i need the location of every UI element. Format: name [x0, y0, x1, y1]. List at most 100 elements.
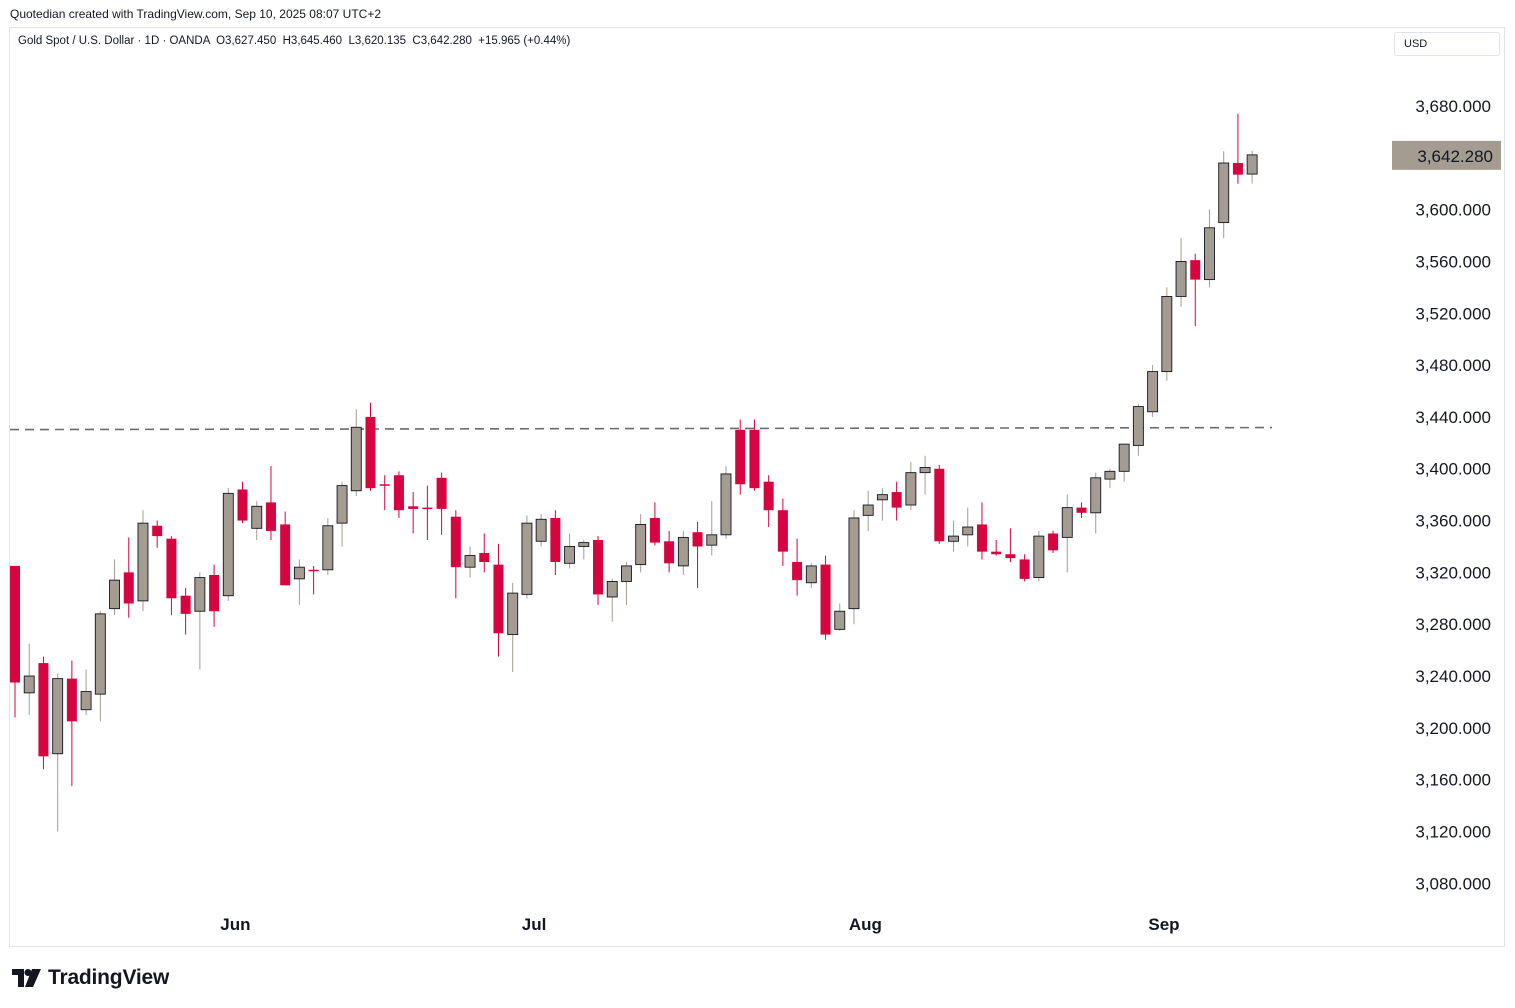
candle-body — [493, 564, 504, 634]
candle — [1204, 209, 1215, 288]
price-tick-label: 3,560.000 — [1415, 252, 1491, 271]
price-tick-label: 3,480.000 — [1415, 356, 1491, 375]
candle — [692, 521, 703, 588]
candle — [735, 419, 746, 495]
candle — [209, 564, 220, 627]
candle-body — [265, 502, 276, 531]
candle — [1246, 150, 1258, 184]
candle-body — [308, 569, 319, 572]
price-tick-label: 3,160.000 — [1415, 771, 1491, 790]
candle-body — [749, 429, 760, 489]
candle-body — [1076, 507, 1087, 513]
candle — [521, 515, 533, 599]
candle-body — [976, 524, 987, 552]
candle — [464, 546, 476, 578]
candle — [137, 510, 149, 612]
candle — [123, 537, 134, 618]
candle — [94, 611, 106, 722]
candle — [706, 501, 718, 556]
candle — [280, 511, 291, 586]
price-tick-label: 3,200.000 — [1415, 719, 1491, 738]
candle — [436, 472, 447, 535]
price-tick-label: 3,240.000 — [1415, 667, 1491, 686]
time-axis[interactable]: Jun Jul Aug Sep — [220, 915, 1179, 934]
candle — [52, 673, 64, 832]
tradingview-logo[interactable]: TradingView — [12, 965, 169, 991]
candle-body — [1090, 477, 1102, 514]
candle — [1061, 494, 1073, 573]
candle — [379, 475, 390, 511]
chart-frame — [9, 27, 1505, 947]
candle-body — [222, 492, 234, 597]
candle-body — [450, 516, 461, 568]
candle — [720, 466, 732, 539]
candle-body — [94, 613, 106, 695]
candle-body — [891, 492, 902, 508]
candle-body — [1118, 443, 1130, 472]
resistance-dashed-line — [9, 426, 1273, 431]
candle — [180, 587, 191, 635]
candle — [66, 660, 77, 787]
last-price-marker: 3,642.280 — [1392, 140, 1501, 170]
candle — [38, 656, 49, 770]
candle — [80, 669, 92, 715]
candle-body — [1204, 227, 1215, 281]
candle-body — [1061, 507, 1073, 538]
candle-body — [38, 663, 49, 757]
candle-body — [606, 580, 618, 598]
candle — [393, 471, 404, 518]
candle-body — [521, 522, 533, 595]
candle — [1104, 468, 1116, 489]
candle — [621, 562, 632, 605]
candle — [1048, 530, 1059, 553]
candle — [876, 488, 888, 521]
candle-body — [436, 477, 447, 509]
candle — [1190, 253, 1201, 327]
logo-text: TradingView — [48, 966, 170, 989]
candle-body — [10, 565, 20, 683]
candle-body — [1048, 533, 1059, 551]
symbol-legend[interactable]: Gold Spot / U.S. Dollar · 1D · OANDA O3,… — [18, 35, 571, 47]
candle-body — [1218, 162, 1230, 224]
candle-body — [692, 532, 703, 547]
candle — [1118, 443, 1130, 482]
candle-body — [535, 518, 547, 542]
candle — [1161, 287, 1173, 381]
candle-body — [379, 484, 390, 486]
price-tick-label: 3,520.000 — [1415, 304, 1491, 323]
candle-body — [677, 536, 689, 567]
candle-body — [180, 595, 191, 614]
price-tick-label: 3,120.000 — [1415, 822, 1491, 841]
candle-body — [564, 546, 576, 564]
tradingview-logo-icon — [12, 969, 41, 987]
candle-body — [862, 504, 874, 516]
candle — [479, 533, 490, 573]
candle — [365, 402, 376, 491]
month-label: Sep — [1148, 915, 1179, 934]
candlestick-series — [10, 113, 1258, 832]
currency-selector[interactable]: USD — [1394, 32, 1500, 56]
candle — [237, 481, 248, 524]
candle — [422, 485, 433, 540]
price-axis[interactable]: 3,080.000 3,120.000 3,160.000 3,200.000 3,24… — [1415, 97, 1491, 893]
candle — [308, 565, 319, 595]
candle — [820, 555, 831, 640]
last-price-badge — [1392, 140, 1501, 170]
candle — [593, 536, 604, 605]
candle — [749, 419, 760, 491]
candle — [1232, 113, 1243, 184]
candle — [805, 563, 817, 588]
candle-body — [593, 539, 604, 595]
candle-body — [237, 489, 248, 521]
price-tick-label: 3,600.000 — [1415, 201, 1491, 220]
candle — [649, 502, 660, 546]
candle-body — [1175, 261, 1187, 297]
price-tick-label: 3,680.000 — [1415, 97, 1491, 116]
candle — [10, 565, 20, 718]
candle-body — [479, 552, 490, 563]
candle-body — [1132, 406, 1144, 446]
candle — [109, 559, 120, 616]
candle — [251, 501, 263, 540]
candle — [934, 464, 945, 544]
